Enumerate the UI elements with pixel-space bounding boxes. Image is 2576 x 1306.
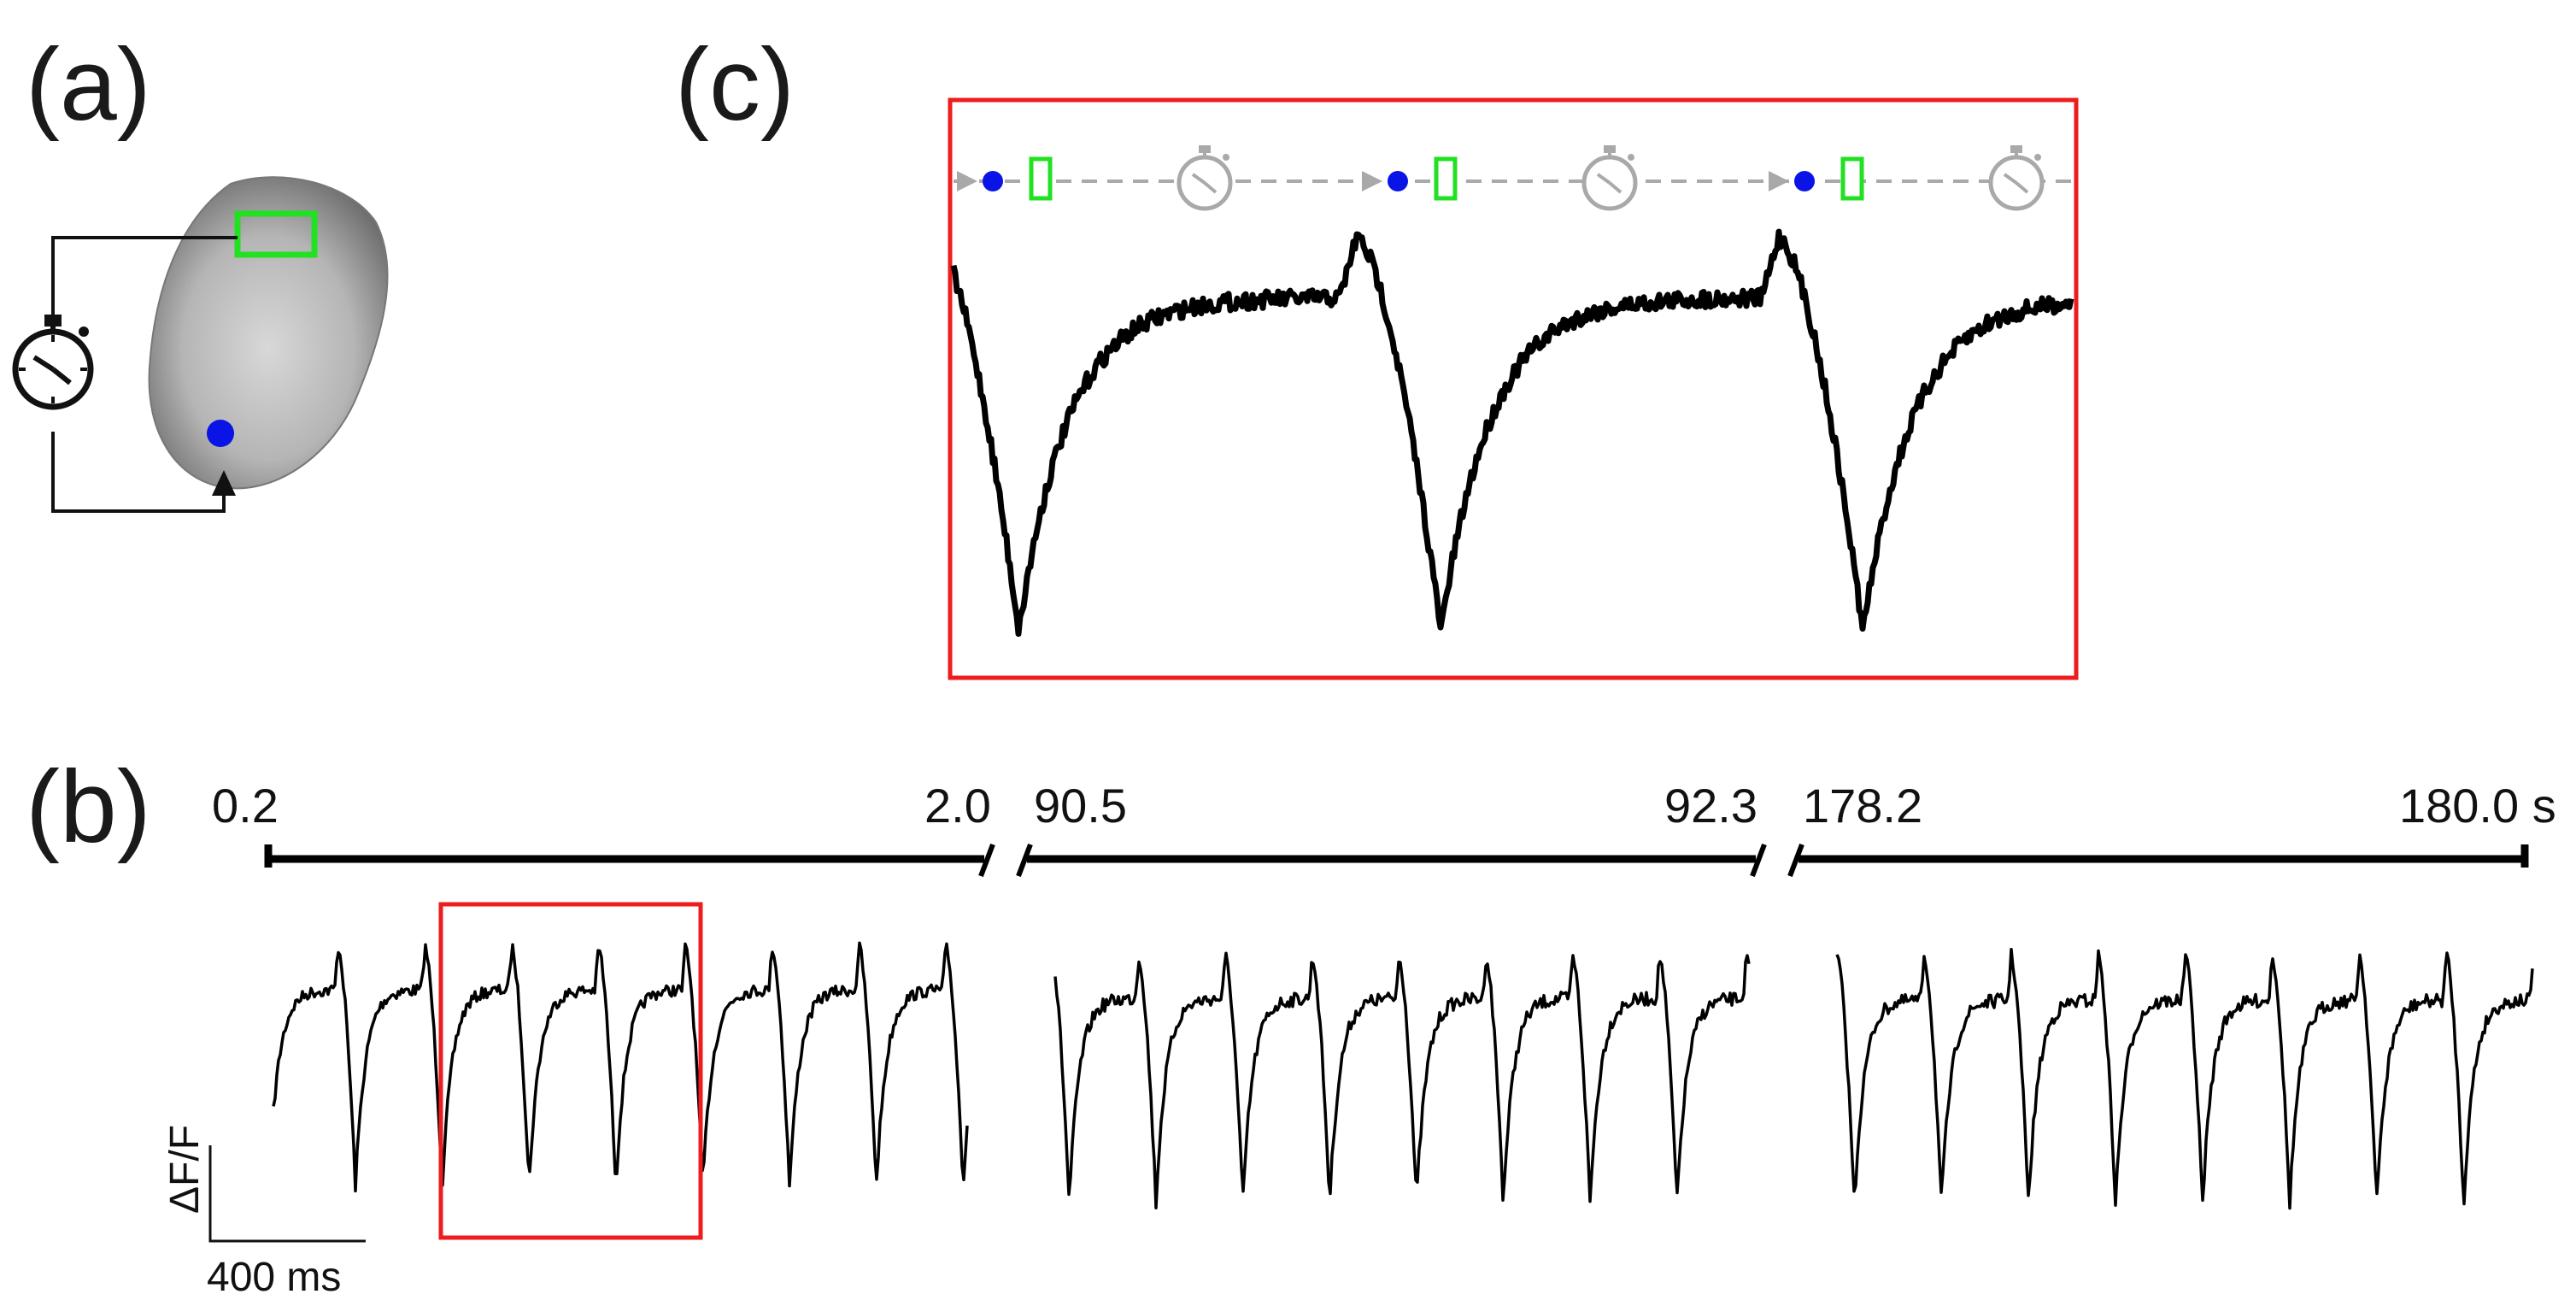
panel-c [948,97,2079,680]
stimulation-dot [983,171,1003,191]
loop-line-top [51,236,238,325]
scale-label-y: ΔF/F [162,1125,208,1214]
protocol-unit [957,145,1233,211]
trace-segment-2 [1053,951,1751,1209]
panel-label-a: (a) [26,27,151,142]
time-label-0: 0.2 [212,779,279,832]
protocol-arrow [1362,171,1382,191]
roi-marker [1029,156,1053,201]
scale-bar [208,1145,366,1243]
protocol-row [954,145,2072,211]
panel-label-c: (c) [675,27,795,142]
panel-label-b: (b) [26,750,151,864]
zoom-frame [948,97,2079,680]
stopwatch-icon [1177,145,1233,211]
time-axis [264,843,2529,878]
time-label-4: 178.2 [1803,779,1922,832]
protocol-unit [1362,145,1638,211]
cardiomyocyte-image [148,176,389,490]
panel-a-diagram [12,176,389,513]
protocol-arrow [1769,171,1789,191]
protocol-unit [1769,145,2045,211]
loop-arrowhead [212,470,236,496]
zoomed-trace [950,228,2074,637]
time-label-1: 2.0 [924,779,991,832]
time-label-3: 92.3 [1664,779,1757,832]
panel-b: 0.2 2.0 90.5 92.3 178.2 180.0 s ΔF/F 400… [162,779,2556,1300]
roi-marker [1434,156,1458,201]
stopwatch-icon [1988,145,2045,211]
highlight-box [438,902,703,1240]
trace-segment-1 [272,941,969,1193]
roi-box [234,210,318,258]
stimulation-dot [1794,171,1815,191]
protocol-arrow [957,171,977,191]
stopwatch-icon [12,315,94,410]
stimulation-site-dot [207,420,234,447]
time-label-5: 180.0 s [2399,779,2556,832]
trace-segment-3 [1835,947,2534,1210]
stimulation-dot [1388,171,1408,191]
roi-marker [1840,156,1864,201]
scale-label-x: 400 ms [207,1255,341,1300]
time-label-2: 90.5 [1034,779,1127,832]
stopwatch-icon [1581,145,1638,211]
